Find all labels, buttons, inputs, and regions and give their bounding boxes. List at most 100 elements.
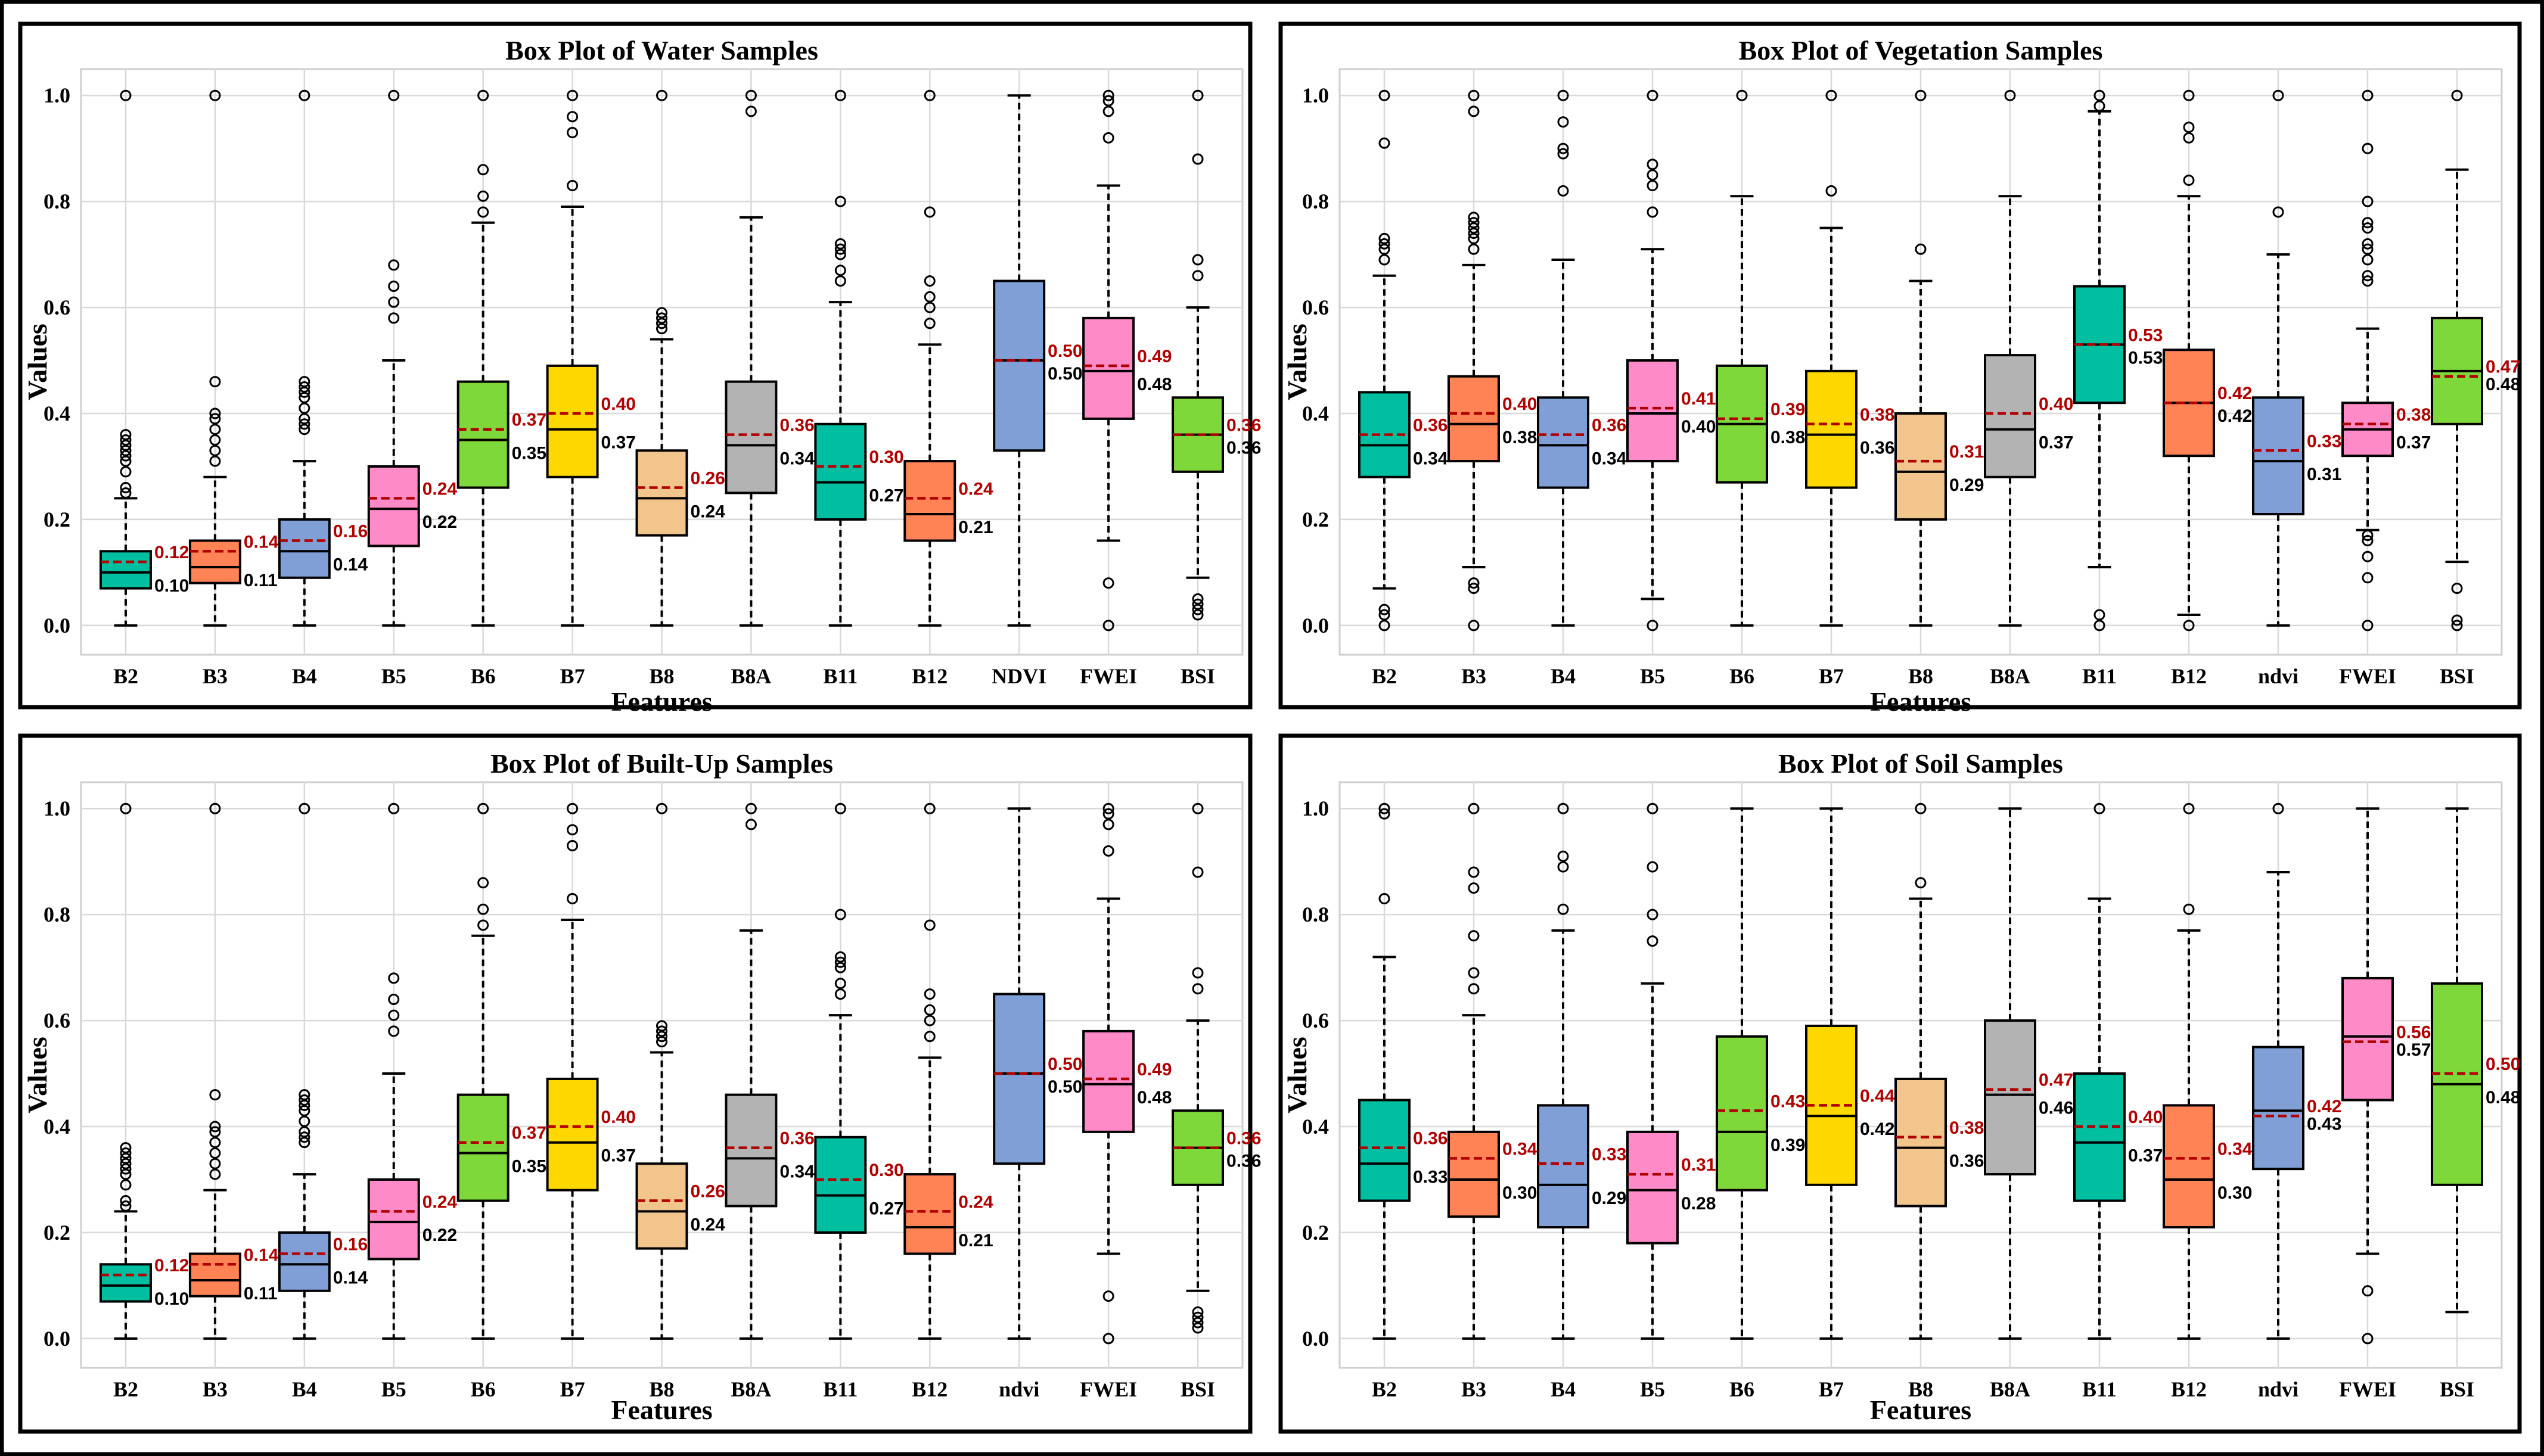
outlier-point	[1192, 598, 1204, 610]
outlier-point	[299, 1131, 310, 1143]
outlier-point	[388, 280, 400, 292]
mean-label: 0.47	[2039, 1071, 2073, 1090]
y-axis-label: Values	[1282, 323, 1312, 400]
box-B8: 0.26 0.24	[635, 802, 725, 1340]
outlier-point	[834, 909, 846, 920]
box-B7: 0.40 0.37	[546, 802, 636, 1340]
x-tick-label: NDVI	[992, 664, 1046, 688]
x-tick-label: ndvi	[999, 1377, 1039, 1401]
median-label: 0.36	[1226, 438, 1261, 458]
outlier-point	[1468, 802, 1480, 814]
outlier-point	[299, 1137, 310, 1149]
outlier-point	[299, 1099, 310, 1111]
y-tick-label: 0.6	[1302, 295, 1329, 319]
median-label: 0.22	[423, 1225, 457, 1245]
median-label: 0.42	[1860, 1119, 1894, 1139]
outlier-point	[656, 89, 667, 101]
outlier-point	[2183, 620, 2195, 631]
outlier-point	[1647, 206, 1658, 218]
outlier-point	[1102, 577, 1114, 589]
mean-label: 0.37	[512, 410, 546, 430]
panel-border	[1278, 21, 2522, 710]
outlier-point	[834, 978, 846, 990]
median-label: 0.50	[1048, 364, 1082, 384]
outlier-point	[656, 323, 667, 335]
box-NDVI: 0.50 0.50	[993, 94, 1083, 627]
outlier-point	[1557, 142, 1569, 154]
outlier-point	[209, 1168, 221, 1180]
outlier-point	[120, 466, 132, 478]
median-label: 0.34	[1413, 449, 1448, 468]
median-label: 0.42	[2217, 406, 2252, 426]
outlier-point	[567, 179, 579, 191]
outlier-point	[924, 301, 936, 313]
x-tick-label: ndvi	[2258, 664, 2298, 688]
outlier-point	[1102, 89, 1114, 101]
y-tick-label: 0.0	[1302, 614, 1329, 637]
outlier-point	[1468, 222, 1480, 234]
box-B7: 0.40 0.37	[546, 89, 636, 627]
outlier-point	[2362, 89, 2374, 101]
x-tick-label: B4	[292, 664, 317, 688]
y-tick-label: 1.0	[1302, 797, 1329, 820]
outlier-point	[209, 407, 221, 419]
outlier-point	[1468, 983, 1480, 995]
outlier-point	[1102, 808, 1114, 820]
x-tick-label: BSI	[2440, 1377, 2474, 1401]
outlier-point	[2451, 583, 2463, 595]
median-label: 0.28	[1681, 1194, 1716, 1214]
box-iqr	[188, 539, 241, 584]
median-label: 0.30	[2217, 1183, 2252, 1203]
outlier-point	[656, 1020, 667, 1032]
mean-label: 0.16	[333, 522, 368, 542]
x-tick-label: B5	[1640, 1377, 1665, 1401]
median-label: 0.50	[1048, 1077, 1082, 1097]
outlier-point	[1468, 583, 1480, 595]
outlier-point	[1102, 845, 1114, 857]
outlier-point	[834, 956, 846, 968]
box-B12: 0.42 0.42	[2163, 89, 2252, 631]
outlier-point	[2004, 89, 2016, 101]
median-label: 0.37	[2396, 433, 2431, 453]
median-label: 0.36	[1226, 1152, 1261, 1171]
outlier-point	[1102, 105, 1114, 117]
mean-label: 0.34	[1502, 1139, 1537, 1159]
box-iqr	[1626, 359, 1679, 463]
median-label: 0.22	[423, 512, 457, 532]
outlier-point	[1378, 243, 1390, 255]
outlier-point	[924, 1004, 936, 1016]
x-tick-label: B8A	[1990, 1377, 2030, 1401]
outlier-point	[2362, 217, 2374, 229]
outlier-point	[388, 312, 400, 324]
outlier-point	[567, 840, 579, 852]
y-tick-label: 0.4	[44, 402, 70, 425]
outlier-point	[1557, 89, 1569, 101]
box-iqr	[1805, 369, 1857, 489]
outlier-point	[1647, 89, 1658, 101]
x-tick-label: B2	[113, 1377, 138, 1401]
outlier-point	[834, 243, 846, 255]
box-B7: 0.38 0.36	[1805, 89, 1894, 627]
outlier-point	[1468, 228, 1480, 239]
outlier-point	[1192, 609, 1204, 621]
box-B3: 0.14 0.11	[188, 802, 279, 1340]
x-tick-label: B8A	[1990, 664, 2030, 688]
outlier-point	[924, 988, 936, 1000]
median-label: 0.27	[869, 1199, 903, 1219]
median-label: 0.43	[2307, 1114, 2341, 1134]
box-B11: 0.30 0.27	[814, 802, 904, 1340]
x-tick-label: B3	[203, 1377, 228, 1401]
y-tick-label: 0.2	[1302, 508, 1329, 531]
x-tick-label: BSI	[1181, 664, 1215, 688]
outlier-point	[1378, 137, 1390, 149]
median-label: 0.21	[958, 1231, 993, 1250]
outlier-point	[1557, 850, 1569, 862]
outlier-point	[1647, 158, 1658, 170]
y-tick-label: 0.0	[44, 614, 70, 637]
x-tick-label: B11	[823, 664, 858, 688]
x-tick-label: B4	[292, 1377, 317, 1401]
outlier-point	[120, 434, 132, 446]
chart-panel: 0.0 0.2 0.4 0.6 0.8 1.0 B2 B3 B4 B5 B6 B7 B8 B8A B11 B1…	[1278, 21, 2522, 717]
median-label: 0.34	[1592, 449, 1627, 468]
